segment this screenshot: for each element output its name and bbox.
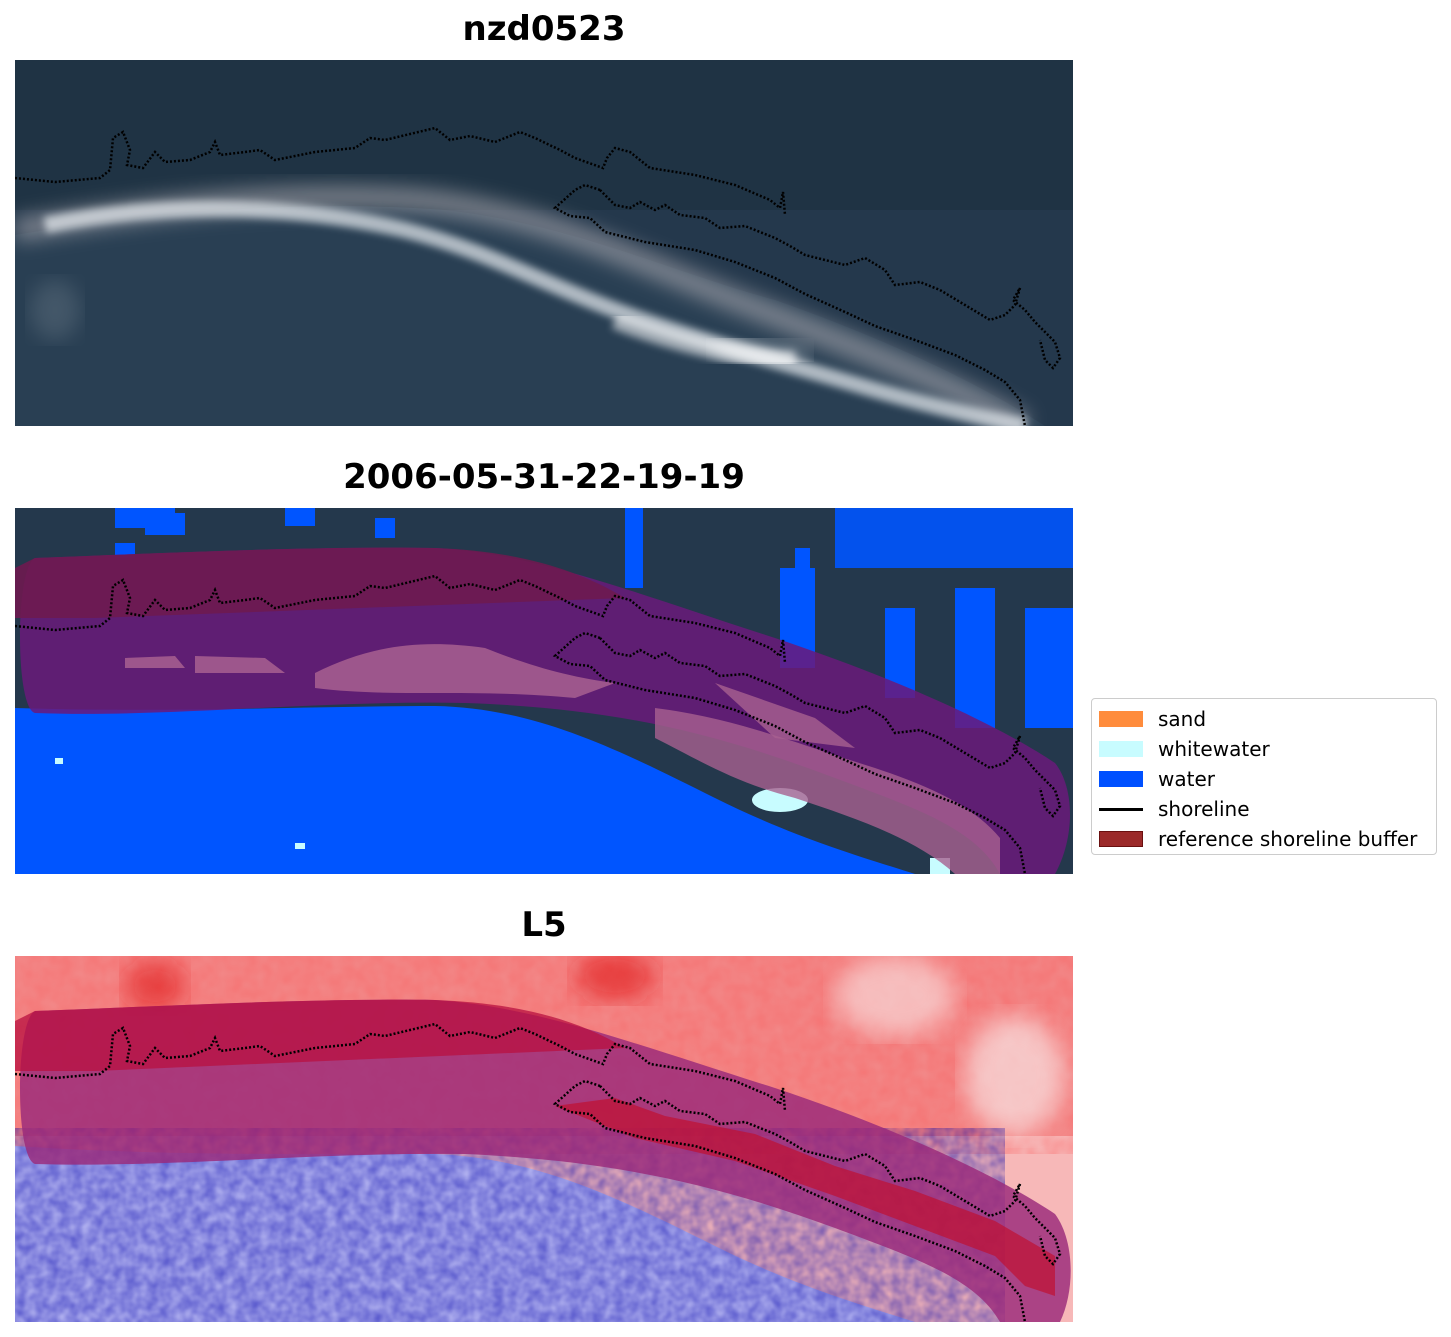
legend-label-whitewater: whitewater — [1158, 737, 1270, 761]
legend-item-sand: sand — [1092, 703, 1436, 731]
legend: sand whitewater water shoreline referenc… — [1091, 698, 1437, 855]
legend-item-water: water — [1092, 763, 1436, 791]
legend-item-shoreline: shoreline — [1092, 793, 1436, 821]
index-panel — [15, 956, 1073, 1322]
legend-swatch-shoreline — [1099, 808, 1143, 811]
rgb-image-panel — [15, 60, 1073, 426]
index-image — [15, 956, 1073, 1322]
rgb-satellite-image — [15, 60, 1073, 426]
legend-label-water: water — [1158, 767, 1215, 791]
legend-swatch-buffer — [1099, 831, 1143, 847]
legend-swatch-sand — [1099, 711, 1143, 727]
legend-swatch-water — [1099, 771, 1143, 787]
panel-title-date: 2006-05-31-22-19-19 — [343, 457, 745, 497]
panel-title-index: L5 — [521, 905, 567, 945]
classification-image — [15, 508, 1073, 874]
legend-label-buffer: reference shoreline buffer — [1158, 827, 1418, 851]
classification-panel — [15, 508, 1073, 874]
legend-item-whitewater: whitewater — [1092, 733, 1436, 761]
legend-label-shoreline: shoreline — [1158, 797, 1250, 821]
legend-swatch-whitewater — [1099, 741, 1143, 757]
legend-item-buffer: reference shoreline buffer — [1092, 823, 1436, 851]
panel-title-rgb: nzd0523 — [462, 9, 626, 49]
legend-label-sand: sand — [1158, 707, 1207, 731]
